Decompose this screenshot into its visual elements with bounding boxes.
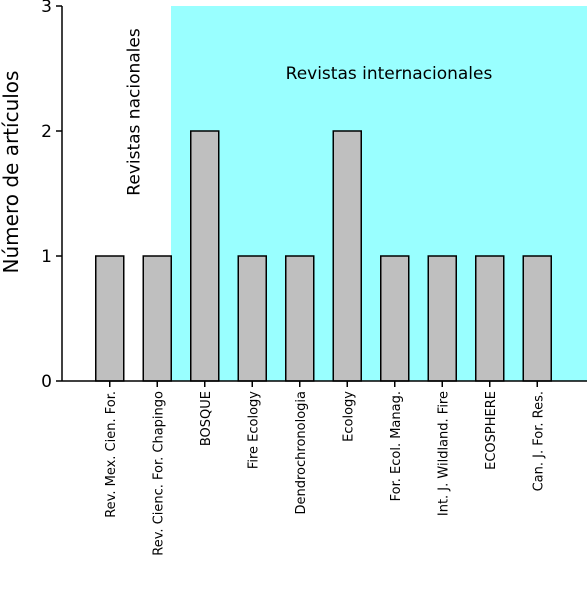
bar-1 (142, 255, 172, 382)
x-tick-label-5: Ecology (341, 391, 356, 442)
bar-4 (285, 255, 315, 382)
x-tick-label-7: Int. J. Wildland. Fire (436, 391, 451, 516)
bar-7 (427, 255, 457, 382)
x-tick-label-2: BOSQUE (199, 391, 214, 446)
x-tick-label-1: Rev. Cienc. For. Chapingo (151, 391, 166, 556)
bar-8 (475, 255, 505, 382)
bar-9 (522, 255, 552, 382)
bar-0 (95, 255, 125, 382)
bar-3 (237, 255, 267, 382)
y-tick-label-2: 2 (41, 122, 52, 142)
labels-group: 0 1 2 3 Rev. Mex. Cien. For. Rev. Cienc. For.… (0, 0, 546, 556)
y-tick-label-0: 0 (41, 372, 52, 392)
x-tick-label-4: Dendrochronologia (294, 391, 309, 515)
region-label-internacionales: Revistas internacionales (286, 64, 493, 84)
x-tick-label-6: For. Ecol. Manag. (389, 391, 404, 501)
region-label-nacionales: Revistas nacionales (125, 28, 145, 196)
x-tick-label-0: Rev. Mex. Cien. For. (104, 391, 119, 518)
x-tick-label-9: Can. J. For. Res. (531, 391, 546, 491)
bar-6 (380, 255, 410, 382)
axes-group (56, 5, 587, 387)
x-tick-label-8: ECOSPHERE (484, 391, 499, 470)
bar-2 (190, 130, 220, 382)
bar-5 (332, 130, 362, 382)
y-tick-label-1: 1 (41, 247, 52, 267)
y-axis-title: Número de artículos (0, 71, 23, 274)
y-tick-label-3: 3 (41, 0, 52, 17)
x-tick-label-3: Fire Ecology (246, 391, 261, 469)
bars-group (95, 130, 552, 382)
